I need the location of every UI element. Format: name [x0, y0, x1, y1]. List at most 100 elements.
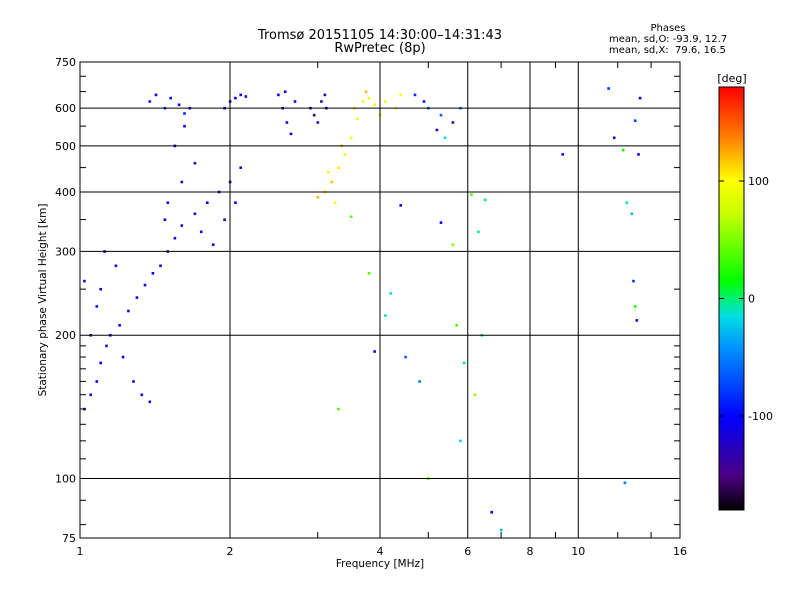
echo-point-s9: [483, 198, 487, 202]
phases-title: Phases: [650, 23, 685, 34]
y-tick-label: 200: [55, 329, 76, 342]
echo-point-s1: [239, 166, 242, 169]
echo-point-s9: [349, 215, 353, 218]
x-tick-label: 10: [571, 545, 585, 558]
echo-point-s1: [183, 124, 186, 128]
y-tick-label: 100: [55, 473, 76, 486]
echo-point-s6: [337, 166, 340, 169]
echo-point-s9: [462, 361, 466, 365]
echo-point-s9: [439, 221, 443, 224]
colorbar-label: [deg]: [717, 72, 746, 85]
echo-point-s0: [114, 264, 118, 268]
echo-point-s0: [99, 287, 102, 291]
echo-point-s0: [95, 305, 99, 308]
echo-point-s10: [633, 305, 637, 308]
echo-point-s0: [143, 283, 147, 287]
echo-point-s7: [373, 103, 376, 107]
echo-point-s7: [399, 93, 402, 97]
chart-title: Tromsø 20151105 14:30:00–14:31:43: [257, 28, 502, 43]
x-tick-label: 16: [673, 545, 687, 558]
echo-point-s3: [239, 93, 242, 97]
y-tick-label: 600: [55, 102, 76, 115]
echo-point-s10: [632, 279, 635, 283]
y-tick-label: 400: [55, 186, 76, 199]
colorbar-tick-label: 100: [748, 175, 769, 188]
echo-point-s9: [337, 407, 340, 411]
echo-point-s6: [343, 153, 347, 156]
echo-point-s2: [169, 96, 172, 100]
echo-point-s4: [293, 100, 297, 103]
echo-point-s1: [199, 230, 203, 234]
echo-point-s4: [277, 93, 280, 97]
echo-point-s5: [316, 121, 320, 124]
echo-point-s6: [349, 136, 353, 140]
phases-line-x: mean, sd,X: 79.6, 16.5: [609, 45, 726, 56]
echo-point-s8: [422, 100, 426, 103]
echo-point-s6: [327, 171, 330, 174]
echo-point-s6: [330, 180, 334, 184]
x-tick-label: 1: [77, 545, 84, 558]
echo-point-s1: [211, 243, 215, 246]
echo-point-s1: [159, 264, 162, 268]
echo-point-s0: [105, 344, 108, 348]
echo-point-s10: [607, 87, 610, 90]
echo-point-s1: [163, 218, 167, 221]
echo-point-s9: [384, 314, 387, 317]
echo-point-s7: [384, 100, 387, 103]
echo-point-s1: [180, 224, 184, 227]
chart-subtitle: RwPretec (8p): [334, 41, 425, 56]
echo-point-s7: [367, 96, 371, 100]
echo-point-s0: [118, 324, 121, 327]
echo-point-s10: [637, 153, 640, 156]
echo-point-s2: [183, 112, 186, 115]
echo-point-s9: [389, 292, 392, 295]
echo-point-s8: [413, 93, 417, 97]
echo-point-s9: [477, 230, 480, 234]
echo-point-s1: [234, 201, 237, 204]
echo-point-s9: [490, 510, 493, 514]
phases-line-o: mean, sd,O: -93.9, 12.7: [609, 34, 727, 45]
y-tick-label: 300: [55, 245, 76, 258]
echo-point-s10: [612, 136, 616, 140]
echo-point-s9: [473, 393, 477, 397]
colorbar-tick-label: -100: [748, 410, 773, 423]
echo-point-s8: [443, 136, 447, 140]
echo-point-s0: [148, 400, 152, 404]
echo-point-s6: [364, 90, 368, 93]
echo-point-s1: [206, 201, 209, 204]
echo-point-s6: [333, 201, 337, 204]
echo-point-s10: [630, 212, 634, 216]
echo-point-s1: [193, 161, 197, 165]
echo-point-s5: [320, 100, 323, 103]
echo-point-s1: [180, 180, 184, 184]
echo-point-s2: [177, 103, 181, 107]
echo-point-s4: [289, 132, 293, 136]
echo-point-s9: [499, 528, 503, 532]
echo-point-s0: [83, 279, 86, 283]
y-tick-label: 500: [55, 140, 76, 153]
x-tick-label: 6: [464, 545, 471, 558]
echo-point-s9: [470, 193, 473, 196]
x-tick-label: 4: [377, 545, 384, 558]
echo-point-s0: [99, 361, 102, 365]
echo-point-s9: [404, 355, 407, 359]
echo-point-s0: [135, 296, 139, 299]
echo-point-s0: [151, 272, 155, 275]
echo-point-s9: [459, 439, 462, 443]
echo-point-s8: [439, 113, 443, 117]
colorbar-tick-label: 0: [748, 293, 755, 306]
echo-point-s9: [399, 204, 402, 207]
echo-point-s4: [283, 90, 287, 93]
y-axis-label: Stationary phase Virtual Height [km]: [37, 204, 49, 397]
x-tick-label: 8: [527, 545, 534, 558]
echo-point-s6: [361, 100, 365, 103]
echo-point-s6: [316, 196, 320, 199]
echo-point-s10: [633, 119, 637, 122]
echo-point-s10: [623, 481, 627, 485]
echo-point-s1: [166, 201, 170, 204]
echo-point-s1: [193, 212, 197, 216]
echo-point-s10: [621, 148, 625, 152]
echo-point-s10: [638, 96, 642, 100]
echo-point-s3: [234, 96, 237, 100]
